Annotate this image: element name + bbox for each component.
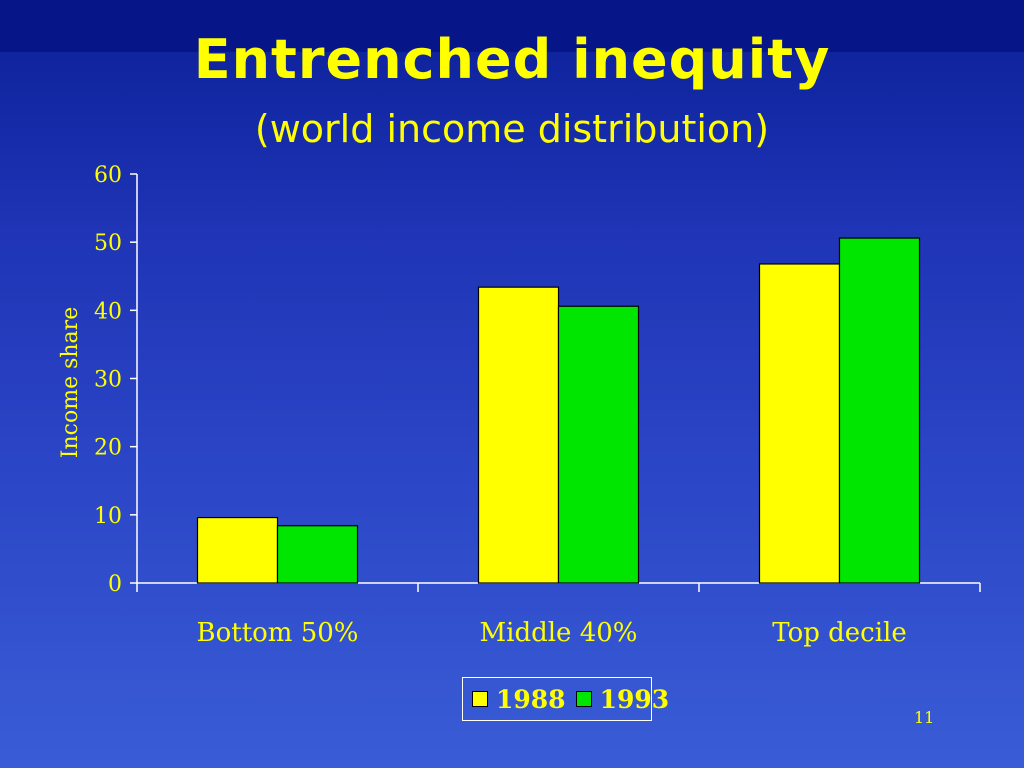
- legend-swatch-1993: [575, 691, 592, 707]
- bar-1993-0: [276, 525, 359, 584]
- slide-title: Entrenched inequity: [193, 28, 831, 91]
- y-tick-label: 0: [108, 572, 122, 597]
- legend-label-1993: 1993: [599, 684, 670, 714]
- y-tick-label: 60: [94, 163, 122, 188]
- x-tick-label: Middle 40%: [480, 618, 638, 648]
- legend-item-1993: 1993: [575, 684, 670, 714]
- title-band: [0, 0, 1024, 52]
- bar-1988-1: [477, 286, 560, 584]
- legend-item-1988: 1988: [472, 685, 566, 714]
- y-tick-label: 10: [94, 504, 122, 529]
- legend-label-1988: 1988: [496, 684, 566, 714]
- y-tick-label: 50: [94, 231, 122, 256]
- bar-1988-0: [196, 516, 279, 584]
- bar-1993-1: [557, 305, 640, 584]
- legend-swatch-1988: [472, 691, 488, 707]
- x-tick-label: Bottom 50%: [196, 618, 358, 648]
- y-tick-label: 20: [94, 436, 122, 461]
- bar-1993-2: [838, 237, 921, 584]
- page-number: 11: [914, 708, 935, 727]
- y-axis-label: Income share: [58, 307, 83, 458]
- bar-1988-2: [758, 263, 841, 584]
- y-tick-label: 40: [94, 299, 122, 324]
- chart-legend: 1988 1993: [462, 677, 669, 721]
- y-tick-label: 30: [94, 368, 122, 393]
- slide-subtitle: (world income distribution): [254, 107, 770, 151]
- x-tick-label: Top decile: [772, 618, 907, 648]
